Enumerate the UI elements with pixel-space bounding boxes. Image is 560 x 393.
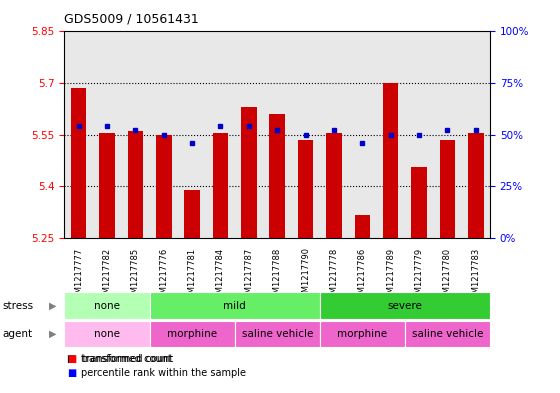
Text: percentile rank within the sample: percentile rank within the sample bbox=[81, 368, 246, 378]
Bar bbox=[320, 321, 405, 347]
Text: morphine: morphine bbox=[167, 329, 217, 339]
Bar bbox=[156, 134, 171, 238]
Bar bbox=[184, 189, 200, 238]
Bar bbox=[213, 133, 228, 238]
Text: none: none bbox=[94, 329, 120, 339]
Bar bbox=[235, 321, 320, 347]
Text: none: none bbox=[94, 301, 120, 311]
Text: ■  transformed count: ■ transformed count bbox=[67, 354, 174, 364]
Bar bbox=[150, 321, 235, 347]
Bar bbox=[354, 215, 370, 238]
Bar bbox=[383, 83, 399, 238]
Bar bbox=[150, 292, 320, 319]
Text: saline vehicle: saline vehicle bbox=[241, 329, 313, 339]
Text: stress: stress bbox=[3, 301, 34, 311]
Bar bbox=[326, 133, 342, 238]
Bar bbox=[468, 133, 484, 238]
Text: ▶: ▶ bbox=[49, 329, 57, 339]
Bar bbox=[99, 133, 115, 238]
Bar bbox=[411, 167, 427, 238]
Text: agent: agent bbox=[3, 329, 33, 339]
Bar bbox=[298, 140, 314, 238]
Text: severe: severe bbox=[388, 301, 422, 311]
Bar bbox=[405, 321, 490, 347]
Text: mild: mild bbox=[223, 301, 246, 311]
Bar bbox=[241, 107, 256, 238]
Text: GDS5009 / 10561431: GDS5009 / 10561431 bbox=[64, 13, 199, 26]
Text: ■: ■ bbox=[67, 354, 77, 364]
Bar bbox=[64, 321, 150, 347]
Bar bbox=[269, 114, 285, 238]
Bar bbox=[320, 292, 490, 319]
Bar bbox=[64, 292, 150, 319]
Text: ▶: ▶ bbox=[49, 301, 57, 311]
Text: transformed count: transformed count bbox=[81, 354, 172, 364]
Text: morphine: morphine bbox=[337, 329, 388, 339]
Bar bbox=[440, 140, 455, 238]
Bar bbox=[71, 88, 86, 238]
Text: ■: ■ bbox=[67, 368, 77, 378]
Bar bbox=[128, 131, 143, 238]
Text: saline vehicle: saline vehicle bbox=[412, 329, 483, 339]
